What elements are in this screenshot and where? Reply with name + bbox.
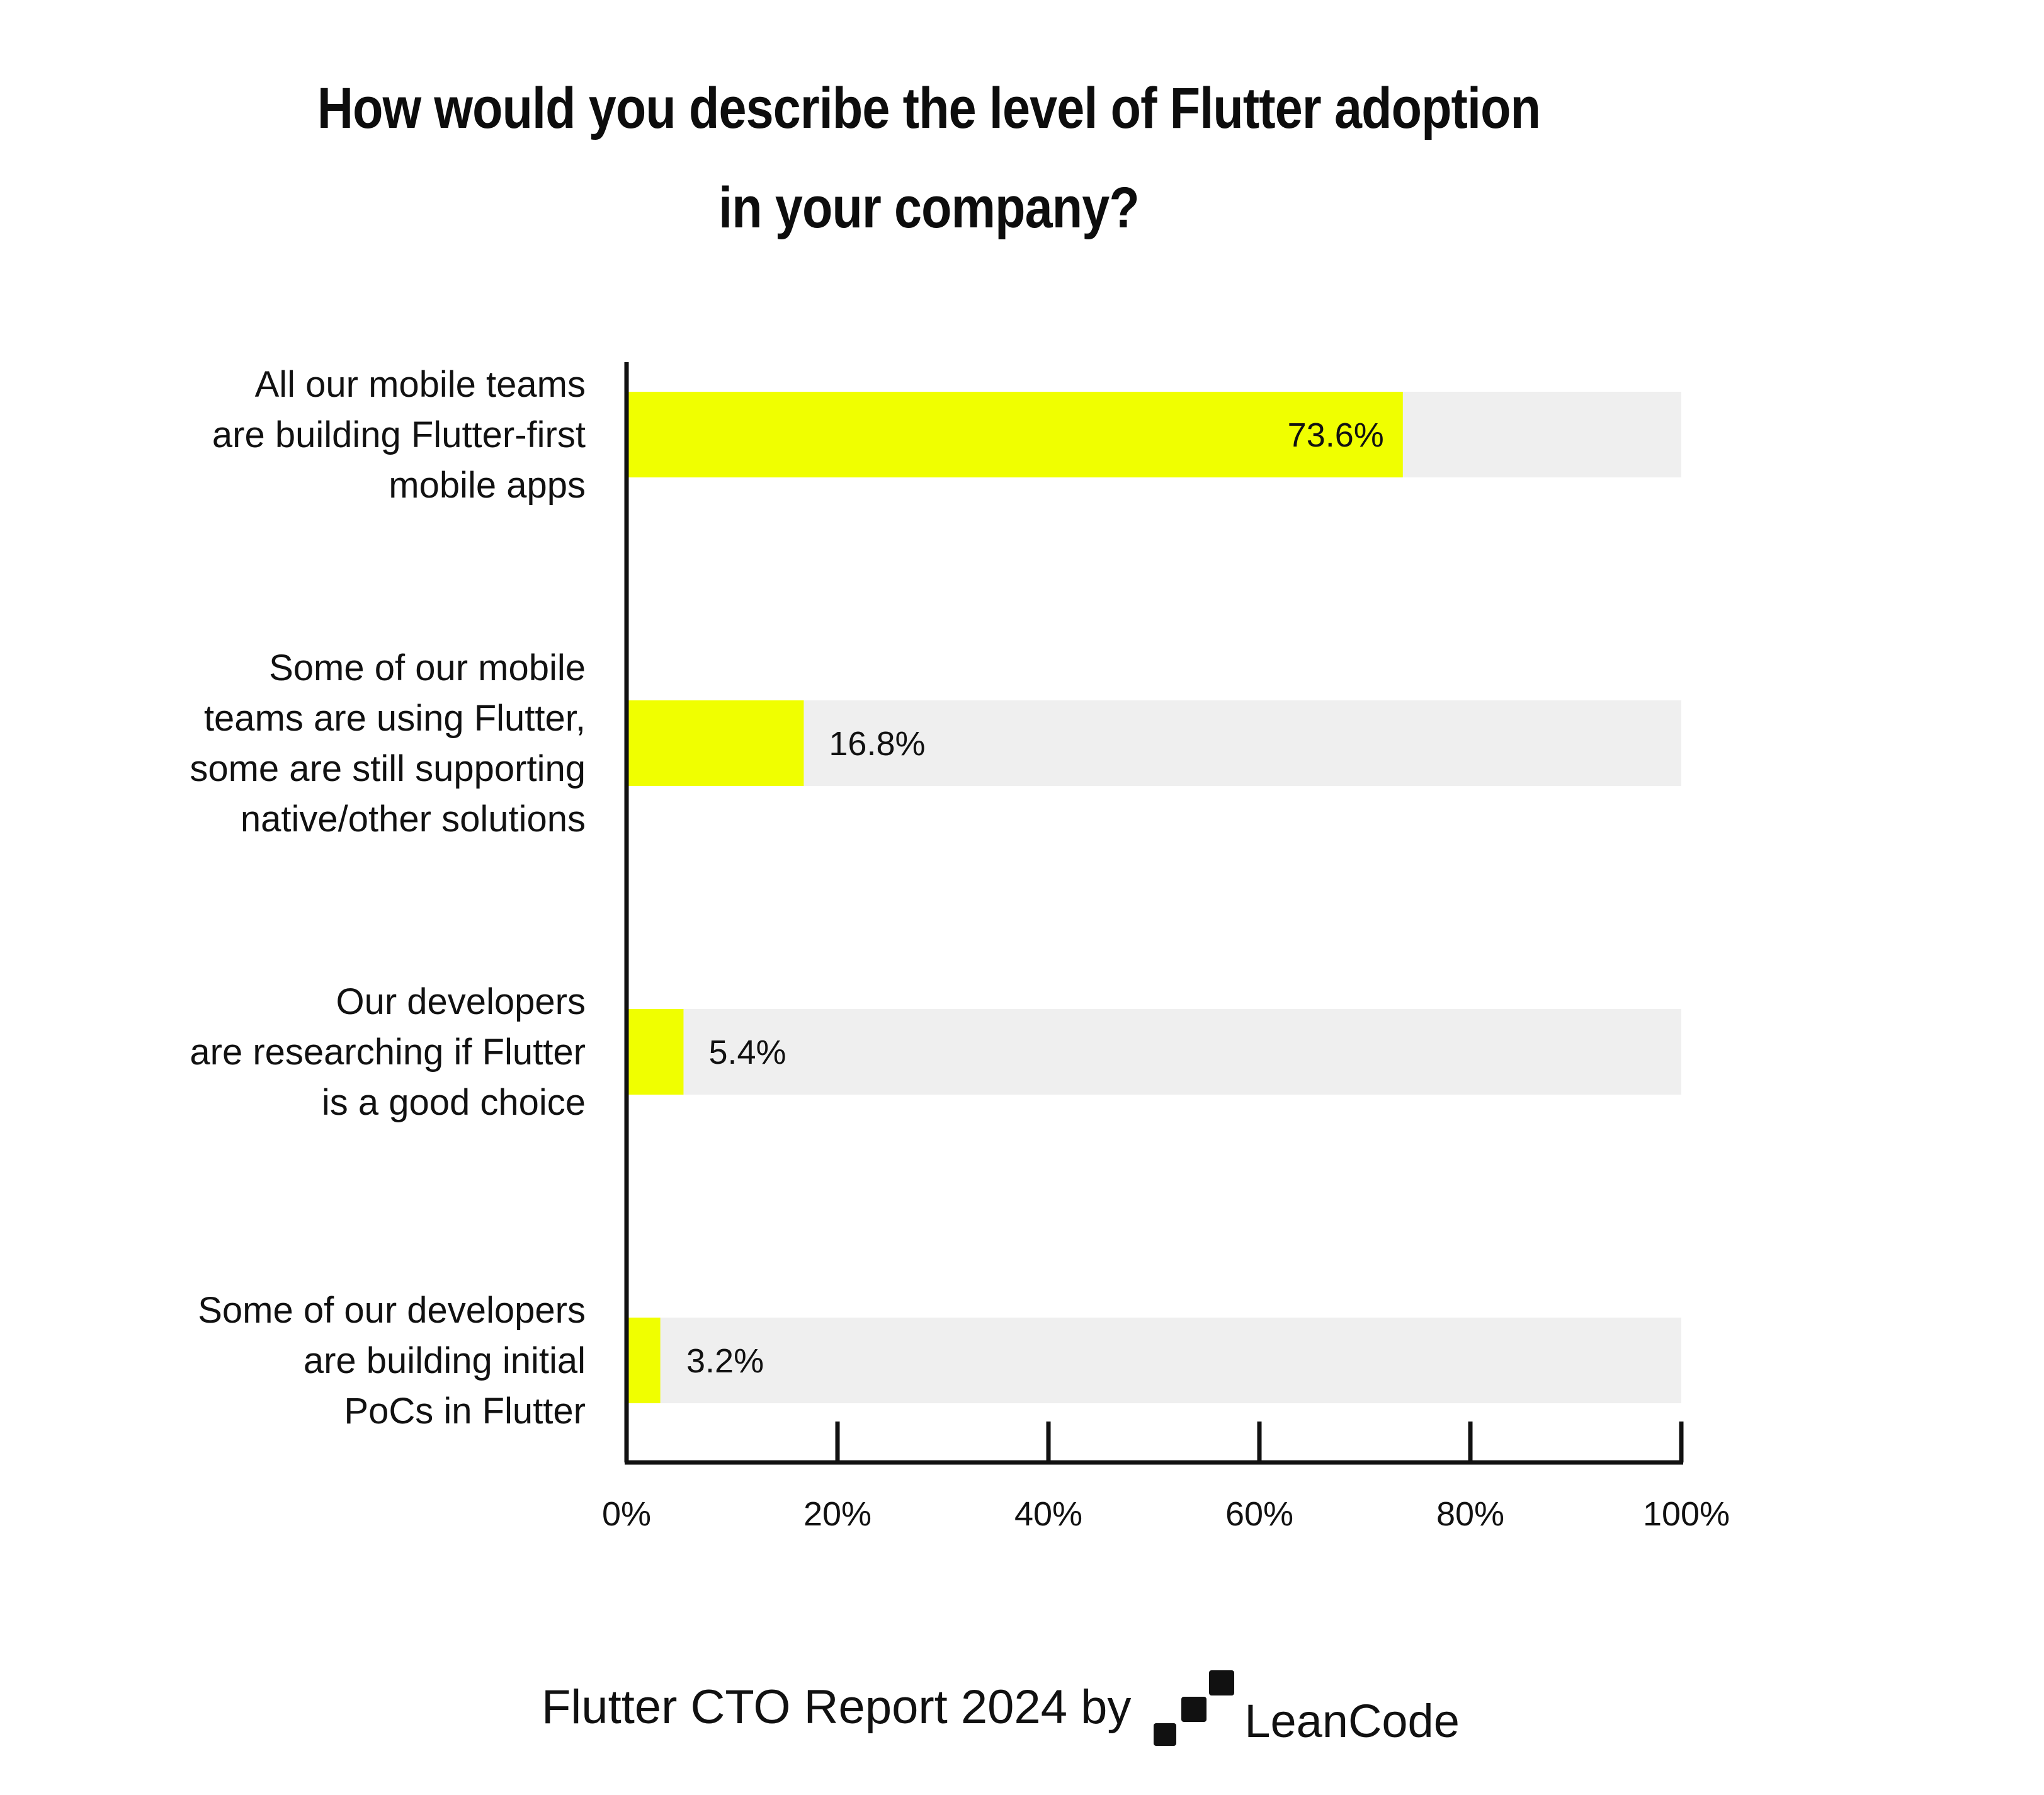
category-label: mobile apps — [389, 465, 586, 506]
x-tick-label: 80% — [1436, 1495, 1504, 1533]
category-label: Some of our developers — [198, 1290, 586, 1331]
report-label: Flutter CTO Report 2024 by — [542, 1680, 1132, 1734]
bar — [627, 392, 1403, 477]
category-label: native/other solutions — [241, 799, 586, 840]
x-tick-label: 20% — [803, 1495, 872, 1533]
chart-title-line-2: in your company? — [718, 176, 1140, 240]
category-label: are building Flutter-first — [212, 414, 586, 455]
bar — [627, 1318, 661, 1403]
value-label: 73.6% — [1288, 416, 1384, 454]
category-label: is a good choice — [322, 1082, 586, 1123]
bar-chart: 73.6% All our mobile teams are building Fl… — [190, 362, 1730, 1533]
chart-title-line-1: How would you describe the level of Flut… — [317, 76, 1541, 140]
bar-track — [627, 1318, 1681, 1403]
x-tick-label: 40% — [1014, 1495, 1082, 1533]
footer: Flutter CTO Report 2024 by LeanCode — [542, 1663, 1460, 1751]
bar — [627, 700, 804, 786]
x-tick-label: 0% — [602, 1495, 651, 1533]
category-label: All our mobile teams — [255, 364, 586, 405]
bar-track — [627, 1009, 1681, 1095]
value-label: 5.4% — [708, 1034, 786, 1071]
category-label: teams are using Flutter, — [204, 698, 586, 739]
leancode-logo-icon — [1154, 1663, 1235, 1751]
category-label: are researching if Flutter — [190, 1032, 586, 1073]
category-label: some are still supporting — [190, 748, 586, 789]
x-tick-label: 60% — [1225, 1495, 1293, 1533]
bar — [627, 1009, 684, 1095]
category-label: are building initial — [304, 1340, 586, 1381]
brand-name: LeanCode — [1244, 1694, 1460, 1747]
category-label: Some of our mobile — [269, 647, 586, 688]
value-label: 16.8% — [829, 725, 925, 763]
value-label: 3.2% — [686, 1342, 764, 1380]
category-label: PoCs in Flutter — [344, 1391, 586, 1432]
category-label: Our developers — [336, 981, 586, 1022]
x-tick-label: 100% — [1643, 1495, 1730, 1533]
